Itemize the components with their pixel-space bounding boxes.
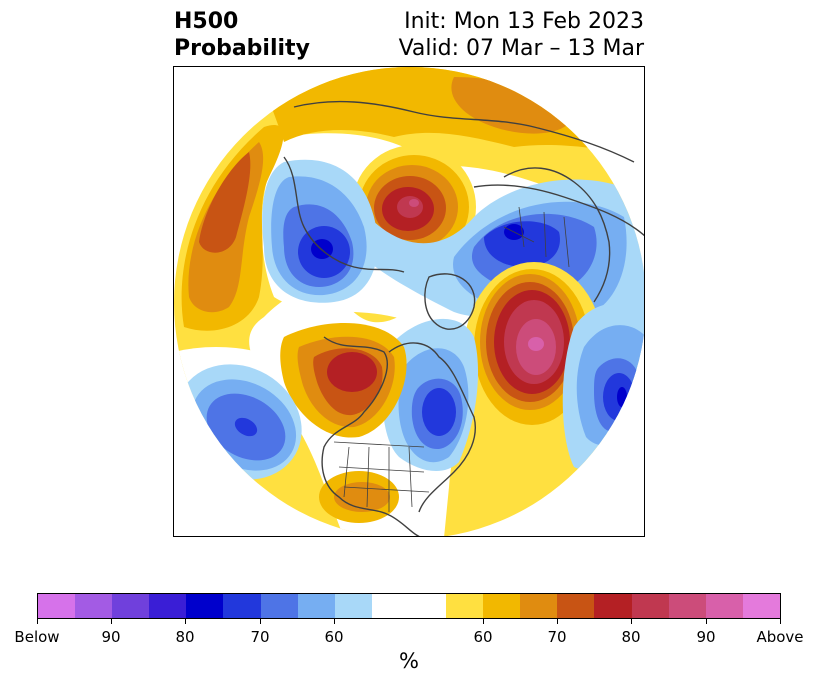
colorbar-segment (408, 594, 447, 618)
coastline-europe (503, 167, 611, 303)
colorbar-tickmark (706, 619, 707, 624)
below-anomaly-europe (562, 303, 644, 471)
colorbar-tick-label: 70 (547, 628, 567, 646)
colorbar-segment (38, 594, 76, 618)
above-anomaly-pacific (181, 125, 284, 331)
colorbar-segment (668, 594, 706, 618)
colorbar-tick-label: 80 (621, 628, 641, 646)
probability-map (173, 66, 645, 537)
colorbar-segment (186, 594, 224, 618)
colorbar-tick-label: Below (14, 628, 60, 646)
colorbar-unit-label: % (399, 649, 419, 673)
map-title-left: H500 Probability (174, 8, 310, 62)
colorbar-tickmark (780, 619, 781, 624)
colorbar (37, 593, 781, 619)
coastline-eurasia (293, 100, 644, 237)
colorbar-segment (75, 594, 113, 618)
colorbar-segment (149, 594, 187, 618)
coastline-east-na (388, 342, 476, 513)
colorbar-segment (742, 594, 780, 618)
political-borders (333, 206, 570, 512)
title-variable: H500 (174, 9, 239, 34)
above-anomaly-southwest (319, 471, 399, 523)
colorbar-segment (705, 594, 743, 618)
colorbar-tick-label: 80 (175, 628, 195, 646)
colorbar-tick-label: Above (756, 628, 804, 646)
colorbar-tickmark (185, 619, 186, 624)
valid-range: Valid: 07 Mar – 13 Mar (398, 36, 644, 61)
below-anomaly-eastern-canada (382, 318, 479, 472)
colorbar-segment (297, 594, 335, 618)
colorbar-tickmark (483, 619, 484, 624)
colorbar-tickmark (334, 619, 335, 624)
colorbar-tick-label: 90 (101, 628, 121, 646)
colorbar-segment (334, 594, 372, 618)
colorbar-segment (557, 594, 595, 618)
colorbar-tick-label: 60 (324, 628, 344, 646)
colorbar-segment (260, 594, 298, 618)
coastline-greenland (424, 273, 476, 330)
colorbar-tickmark (37, 619, 38, 624)
colorbar-tickmark (111, 619, 112, 624)
map-svg (174, 67, 644, 536)
coastline-north-america (321, 336, 420, 536)
colorbar-segment (112, 594, 150, 618)
colorbar-tickmark (631, 619, 632, 624)
state-lines (338, 446, 430, 512)
europe-borders (503, 206, 570, 268)
colorbar-segment (520, 594, 558, 618)
coastlines (283, 100, 644, 536)
init-date: Init: Mon 13 Feb 2023 (404, 9, 644, 34)
colorbar-segment (446, 594, 484, 618)
coastline-asia-east (283, 156, 405, 273)
map-title-right: Init: Mon 13 Feb 2023 Valid: 07 Mar – 13… (399, 8, 644, 62)
colorbar-tickmark (260, 619, 261, 624)
us-canada-border (333, 441, 425, 448)
title-field: Probability (174, 36, 310, 61)
colorbar-tickmark (557, 619, 558, 624)
colorbar-segment (594, 594, 632, 618)
colorbar-tick-label: 60 (473, 628, 493, 646)
colorbar-tick-label: 90 (696, 628, 716, 646)
colorbar-tick-label: 70 (250, 628, 270, 646)
colorbar-segment (371, 594, 409, 618)
colorbar-segment (223, 594, 261, 618)
colorbar-segment (631, 594, 669, 618)
colorbar-segment (483, 594, 521, 618)
